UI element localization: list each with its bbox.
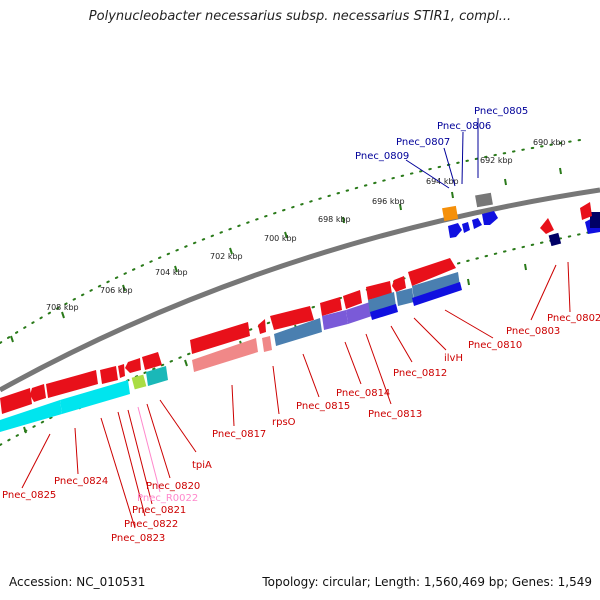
gene-feature	[60, 380, 130, 414]
gene-feature	[262, 336, 272, 352]
gene-label: Pnec_0803	[506, 326, 560, 337]
gene-feature	[258, 319, 266, 334]
gene-feature	[192, 338, 258, 372]
scale-label: 704 kbp	[155, 268, 188, 277]
scale-label: 706 kbp	[100, 286, 133, 295]
gene-feature	[408, 258, 456, 286]
gene-label: Pnec_0812	[393, 368, 447, 379]
gene-feature	[322, 310, 348, 330]
gene-feature	[320, 297, 342, 316]
scale-label: 698 kbp	[318, 215, 351, 224]
gene-label: Pnec_0820	[146, 481, 200, 492]
scale-label: 694 kbp	[426, 177, 459, 186]
gene-label: Pnec_0814	[336, 388, 390, 399]
gene-label: Pnec_0805	[474, 106, 528, 117]
genome-backbone	[0, 187, 600, 393]
gene-label: rpsO	[272, 417, 296, 428]
gene-feature	[142, 352, 162, 370]
gene-feature	[190, 322, 250, 354]
gene-label: Pnec_0825	[2, 490, 56, 501]
gene-feature	[412, 272, 460, 300]
gene-feature	[540, 218, 554, 234]
scale-labels: 690 kbp 692 kbp 694 kbp 696 kbp 698 kbp …	[46, 138, 566, 312]
gene-label: Pnec_0817	[212, 429, 266, 440]
gene-feature	[475, 192, 493, 208]
gene-feature	[396, 288, 414, 306]
scale-label: 696 kbp	[372, 197, 405, 206]
gene-label: Pnec_0824	[54, 476, 108, 487]
gene-feature	[118, 364, 125, 378]
gene-feature	[46, 374, 84, 398]
gene-label: ilvH	[444, 353, 463, 364]
gene-label: Pnec_0810	[468, 340, 522, 351]
forward-gene-labels: Pnec_0805 Pnec_0806 Pnec_0807 Pnec_0809	[355, 106, 528, 162]
scale-label: 702 kbp	[210, 252, 243, 261]
gene-feature	[472, 218, 482, 229]
gene-feature	[30, 384, 46, 402]
gene-feature	[80, 370, 98, 388]
gene-feature	[100, 366, 118, 384]
gene-label: Pnec_0802	[547, 313, 600, 324]
accession-text: Accession: NC_010531	[9, 575, 146, 589]
gene-feature	[0, 400, 62, 432]
gene-feature	[270, 306, 314, 330]
outer-tick-ring	[0, 139, 581, 344]
gene-label: Pnec_0823	[111, 533, 165, 544]
gene-feature	[392, 276, 406, 292]
gene-feature	[370, 304, 398, 320]
gene-feature	[146, 366, 168, 386]
gene-feature	[368, 292, 396, 314]
gene-label: Pnec_R0022	[137, 493, 198, 504]
gene-label: Pnec_0822	[124, 519, 178, 530]
gene-feature	[274, 318, 322, 346]
gene-feature	[448, 223, 462, 238]
gene-label: Pnec_0809	[355, 151, 409, 162]
genome-summary-text: Topology: circular; Length: 1,560,469 bp…	[262, 575, 592, 589]
gene-feature	[462, 222, 470, 233]
gene-feature	[482, 211, 498, 225]
gene-feature	[548, 232, 562, 247]
map-title: Polynucleobacter necessarius subsp. nece…	[88, 9, 512, 24]
gene-feature	[442, 205, 459, 222]
gene-feature	[590, 212, 600, 228]
forward-features	[442, 192, 600, 247]
reverse-lower-features	[0, 272, 462, 432]
gene-label: Pnec_0807	[396, 137, 450, 148]
gene-feature	[125, 358, 141, 373]
gene-feature	[580, 202, 592, 220]
gene-feature	[131, 374, 147, 390]
scale-label: 692 kbp	[480, 156, 513, 165]
gene-label: Pnec_0806	[437, 121, 491, 132]
gene-label: Pnec_0813	[368, 409, 422, 420]
scale-label: 708 kbp	[46, 303, 79, 312]
scale-label: 700 kbp	[264, 234, 297, 243]
gene-feature	[0, 388, 32, 414]
gene-label: Pnec_0815	[296, 401, 350, 412]
label-leaders	[21, 118, 571, 529]
reverse-gene-labels: Pnec_0802 Pnec_0803 Pnec_0810 ilvH Pnec_…	[2, 313, 600, 544]
gene-feature	[346, 302, 372, 324]
reverse-red-arrows	[0, 202, 592, 414]
gene-label: Pnec_0821	[132, 505, 186, 516]
gene-label: tpiA	[192, 460, 212, 471]
gene-feature	[343, 290, 362, 309]
scale-label: 690 kbp	[533, 138, 566, 147]
gene-feature	[412, 282, 462, 306]
